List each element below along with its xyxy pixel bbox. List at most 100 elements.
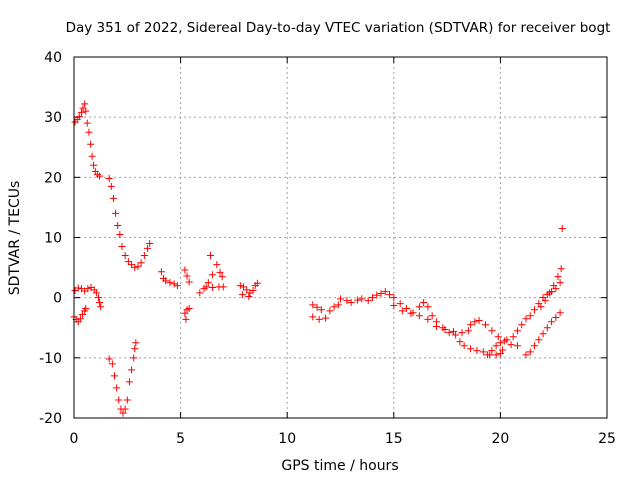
data-point [170, 280, 178, 288]
data-point [317, 306, 325, 314]
y-tick-label: 10 [44, 231, 62, 247]
data-point [337, 295, 344, 303]
data-point [114, 221, 122, 229]
data-point [134, 262, 142, 270]
data-point [123, 396, 131, 404]
series-arc-4 [71, 283, 105, 311]
series-arc-8 [196, 252, 227, 297]
data-point [424, 303, 432, 311]
data-point [206, 252, 214, 260]
data-point [381, 288, 389, 296]
data-point [488, 347, 496, 355]
data-point [96, 172, 104, 180]
data-point [535, 336, 543, 344]
series-arc-14 [467, 317, 521, 350]
data-point [558, 224, 566, 232]
x-tick-label: 25 [598, 431, 616, 447]
data-point [507, 341, 515, 349]
data-point [354, 296, 362, 304]
data-point [112, 209, 120, 217]
data-point [492, 342, 500, 350]
data-point [456, 338, 464, 346]
data-point [183, 272, 191, 280]
data-point [202, 283, 210, 291]
data-point [503, 336, 511, 344]
y-tick-label: 40 [44, 50, 62, 66]
data-point [531, 342, 539, 350]
data-point [347, 298, 355, 306]
data-point [128, 366, 136, 374]
data-point [537, 303, 545, 311]
data-point [196, 289, 204, 297]
data-point [144, 244, 152, 252]
data-point [513, 342, 521, 350]
data-point [526, 312, 534, 320]
data-point [358, 295, 366, 303]
data-point [522, 315, 530, 323]
data-point [471, 318, 479, 326]
data-point [245, 292, 253, 300]
data-point [541, 297, 549, 305]
data-point [238, 291, 246, 299]
data-point [531, 306, 539, 314]
data-points [70, 100, 566, 417]
data-point [390, 294, 398, 302]
data-point [322, 314, 330, 322]
data-point [132, 339, 140, 347]
series-arc-12 [390, 301, 472, 337]
data-point [81, 100, 89, 108]
data-point [424, 315, 432, 323]
data-point [109, 194, 117, 202]
data-point [121, 252, 129, 260]
data-point [550, 282, 558, 290]
data-point [243, 286, 251, 294]
data-point [445, 329, 453, 337]
data-point [239, 283, 247, 291]
data-point [213, 261, 221, 269]
data-point [157, 268, 165, 276]
x-tick-labels: 0 5 10 15 20 25 [70, 431, 616, 447]
y-tick-label: 30 [44, 110, 62, 126]
data-point [140, 252, 148, 260]
data-point [415, 312, 423, 320]
series-arc-11 [337, 288, 417, 317]
data-point [74, 284, 82, 292]
series-arc-2 [105, 175, 154, 272]
data-point [386, 291, 394, 299]
data-point [118, 243, 126, 251]
data-point [185, 278, 193, 286]
data-point [90, 161, 98, 169]
data-point [146, 240, 154, 248]
data-point [373, 291, 381, 299]
data-point [130, 354, 138, 362]
y-tick-label: 20 [44, 170, 62, 186]
data-point [415, 303, 423, 311]
data-point [552, 314, 560, 322]
series-arc-6 [157, 268, 181, 290]
data-point [420, 298, 428, 306]
data-point [488, 327, 496, 335]
data-point [309, 301, 317, 309]
data-point [253, 279, 261, 287]
grid-lines [74, 57, 607, 418]
data-point [83, 119, 91, 127]
data-point [79, 311, 87, 319]
series-arc-5 [105, 339, 140, 417]
data-point [113, 384, 121, 392]
data-point [97, 303, 105, 311]
data-point [182, 315, 190, 323]
x-tick-label: 0 [70, 431, 79, 447]
data-point [449, 327, 457, 335]
data-point [396, 300, 404, 308]
data-point [403, 304, 411, 312]
data-point [116, 230, 124, 238]
plot-frame [73, 56, 608, 419]
data-point [111, 372, 119, 380]
data-point [309, 313, 317, 321]
data-point [548, 318, 556, 326]
data-point [467, 321, 475, 329]
data-point [84, 285, 92, 293]
data-point [407, 309, 415, 317]
series-arc-1 [71, 100, 104, 180]
data-point [87, 140, 95, 148]
